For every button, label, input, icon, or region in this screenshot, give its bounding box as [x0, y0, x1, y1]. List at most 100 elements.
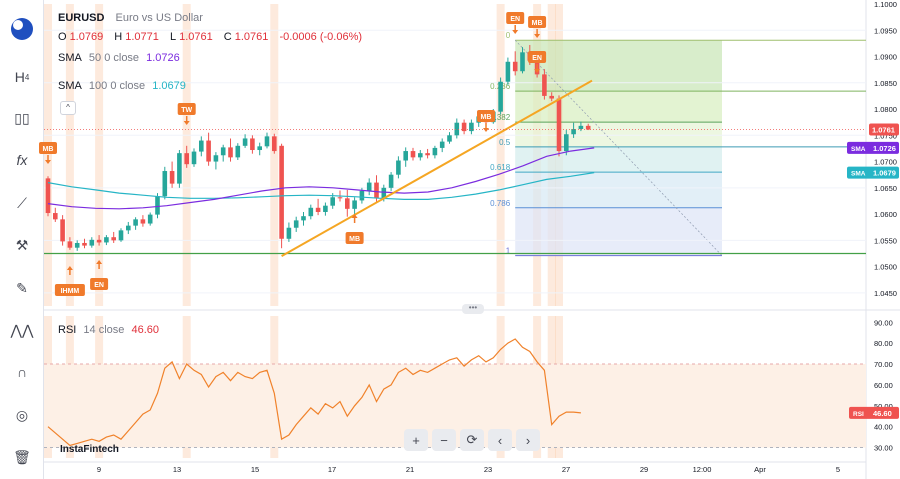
candle-body [498, 81, 503, 112]
sma100-line [47, 172, 595, 200]
event-label: IHMM [61, 288, 80, 295]
reset-chart-button[interactable]: ⟳ [460, 429, 484, 451]
event-arrow [483, 128, 489, 132]
candle-body [67, 241, 73, 248]
event-badge [177, 103, 196, 115]
rsi-legend[interactable]: RSI 14 close 46.60 [58, 324, 159, 336]
candle [272, 133, 277, 154]
event-arrow [534, 34, 541, 38]
flag-icon[interactable] [6, 14, 38, 44]
open-value: 1.0769 [69, 31, 104, 43]
candle [352, 197, 357, 215]
candle-body [286, 227, 292, 239]
rsi-value: 46.60 [131, 324, 159, 336]
symbol-description: Euro vs US Dollar [115, 12, 203, 24]
event-marker: EN [506, 12, 525, 34]
candles-icon[interactable]: ▯▯ [14, 109, 30, 126]
candle-body [410, 151, 416, 158]
price-tick: 1.0500 [874, 263, 897, 272]
candle [235, 143, 241, 160]
candle [293, 216, 299, 232]
trash-icon[interactable]: 🗑 [13, 448, 31, 465]
candle [498, 77, 503, 115]
sma100-legend[interactable]: SMA 100 0 close 1.0679 [58, 80, 186, 92]
candle-body [250, 138, 255, 151]
candle [155, 193, 160, 219]
candle-body [220, 147, 226, 156]
event-arrow [183, 121, 190, 125]
candle-body [366, 182, 372, 191]
candle [45, 176, 51, 217]
event-badge [54, 284, 85, 296]
last-price-tag-text: 1.0761 [872, 126, 895, 135]
rsi-tick: 70.00 [874, 360, 893, 369]
low-label: L [169, 31, 177, 43]
candle-body [184, 153, 189, 165]
event-arrow [512, 30, 519, 34]
sma100-params: 100 0 close [88, 80, 146, 92]
pattern-icon[interactable]: ⋀⋀ [10, 321, 34, 338]
sma50-legend[interactable]: SMA 50 0 close 1.0726 [58, 52, 180, 64]
collapse-legend-button[interactable]: ^ [60, 101, 76, 115]
time-tick: 12:00 [693, 465, 712, 474]
candle-body [140, 219, 146, 224]
candle-body [585, 125, 591, 130]
time-tick: 17 [328, 465, 336, 474]
pencil-icon[interactable]: ✎ [16, 279, 28, 296]
candle [571, 122, 576, 138]
rsi-tick: 90.00 [874, 318, 893, 327]
sma50-tag-bg [847, 141, 899, 154]
close-value: 1.0761 [234, 31, 269, 43]
line-tool-icon[interactable]: ⟋ [17, 194, 27, 211]
sma50-tag: SMA 1.0726 [847, 141, 899, 154]
candle-body [213, 155, 219, 162]
candle [133, 217, 138, 230]
last-price-tag-bg [869, 123, 899, 136]
fx-icon[interactable]: fx [16, 152, 28, 168]
candle [184, 145, 189, 168]
candle-body [403, 151, 408, 161]
candle-body [432, 147, 438, 156]
candle [74, 240, 80, 251]
event-label: EN [532, 55, 542, 62]
candle-body [104, 237, 109, 243]
price-tick: 1.0900 [874, 53, 897, 62]
candle [542, 69, 547, 100]
candle-body [169, 171, 175, 184]
zoom-in-button[interactable]: + [404, 429, 428, 451]
candle [396, 156, 401, 179]
scroll-left-button[interactable]: ‹ [488, 429, 512, 451]
candle [264, 132, 270, 149]
candle-body [162, 171, 168, 197]
sma100-tag-value: 1.0679 [873, 169, 896, 178]
chart-nav-controls: + − ⟳ ‹ › [404, 429, 540, 451]
candle [82, 238, 87, 249]
event-marker: TW [177, 103, 196, 125]
candle [469, 119, 474, 135]
candle [140, 215, 146, 227]
pane-resize-handle[interactable]: ••• [462, 304, 484, 314]
candle [578, 121, 584, 132]
candle-body [191, 151, 197, 165]
time-tick: 15 [251, 465, 259, 474]
event-label: MB [481, 114, 492, 121]
event-marker: MB [345, 214, 364, 244]
price-tick: 1.0450 [874, 289, 897, 298]
zoom-out-button[interactable]: − [432, 429, 456, 451]
candle [410, 147, 416, 161]
candle-body [542, 74, 547, 96]
magnet-icon[interactable]: ∩ [16, 364, 28, 380]
rsi-tag: RSI 46.60 [849, 406, 899, 419]
scroll-right-button[interactable]: › [516, 429, 540, 451]
candle-body [564, 134, 569, 152]
candle [286, 222, 292, 242]
eye-off-icon[interactable]: ◎ [15, 406, 29, 423]
price-tick: 1.0750 [874, 131, 897, 140]
brush-tool-icon[interactable]: ⚒ [15, 236, 29, 253]
candle-body [469, 122, 474, 132]
rsi-tick: 80.00 [874, 339, 893, 348]
symbol-legend: EURUSD Euro vs US Dollar [58, 12, 203, 24]
